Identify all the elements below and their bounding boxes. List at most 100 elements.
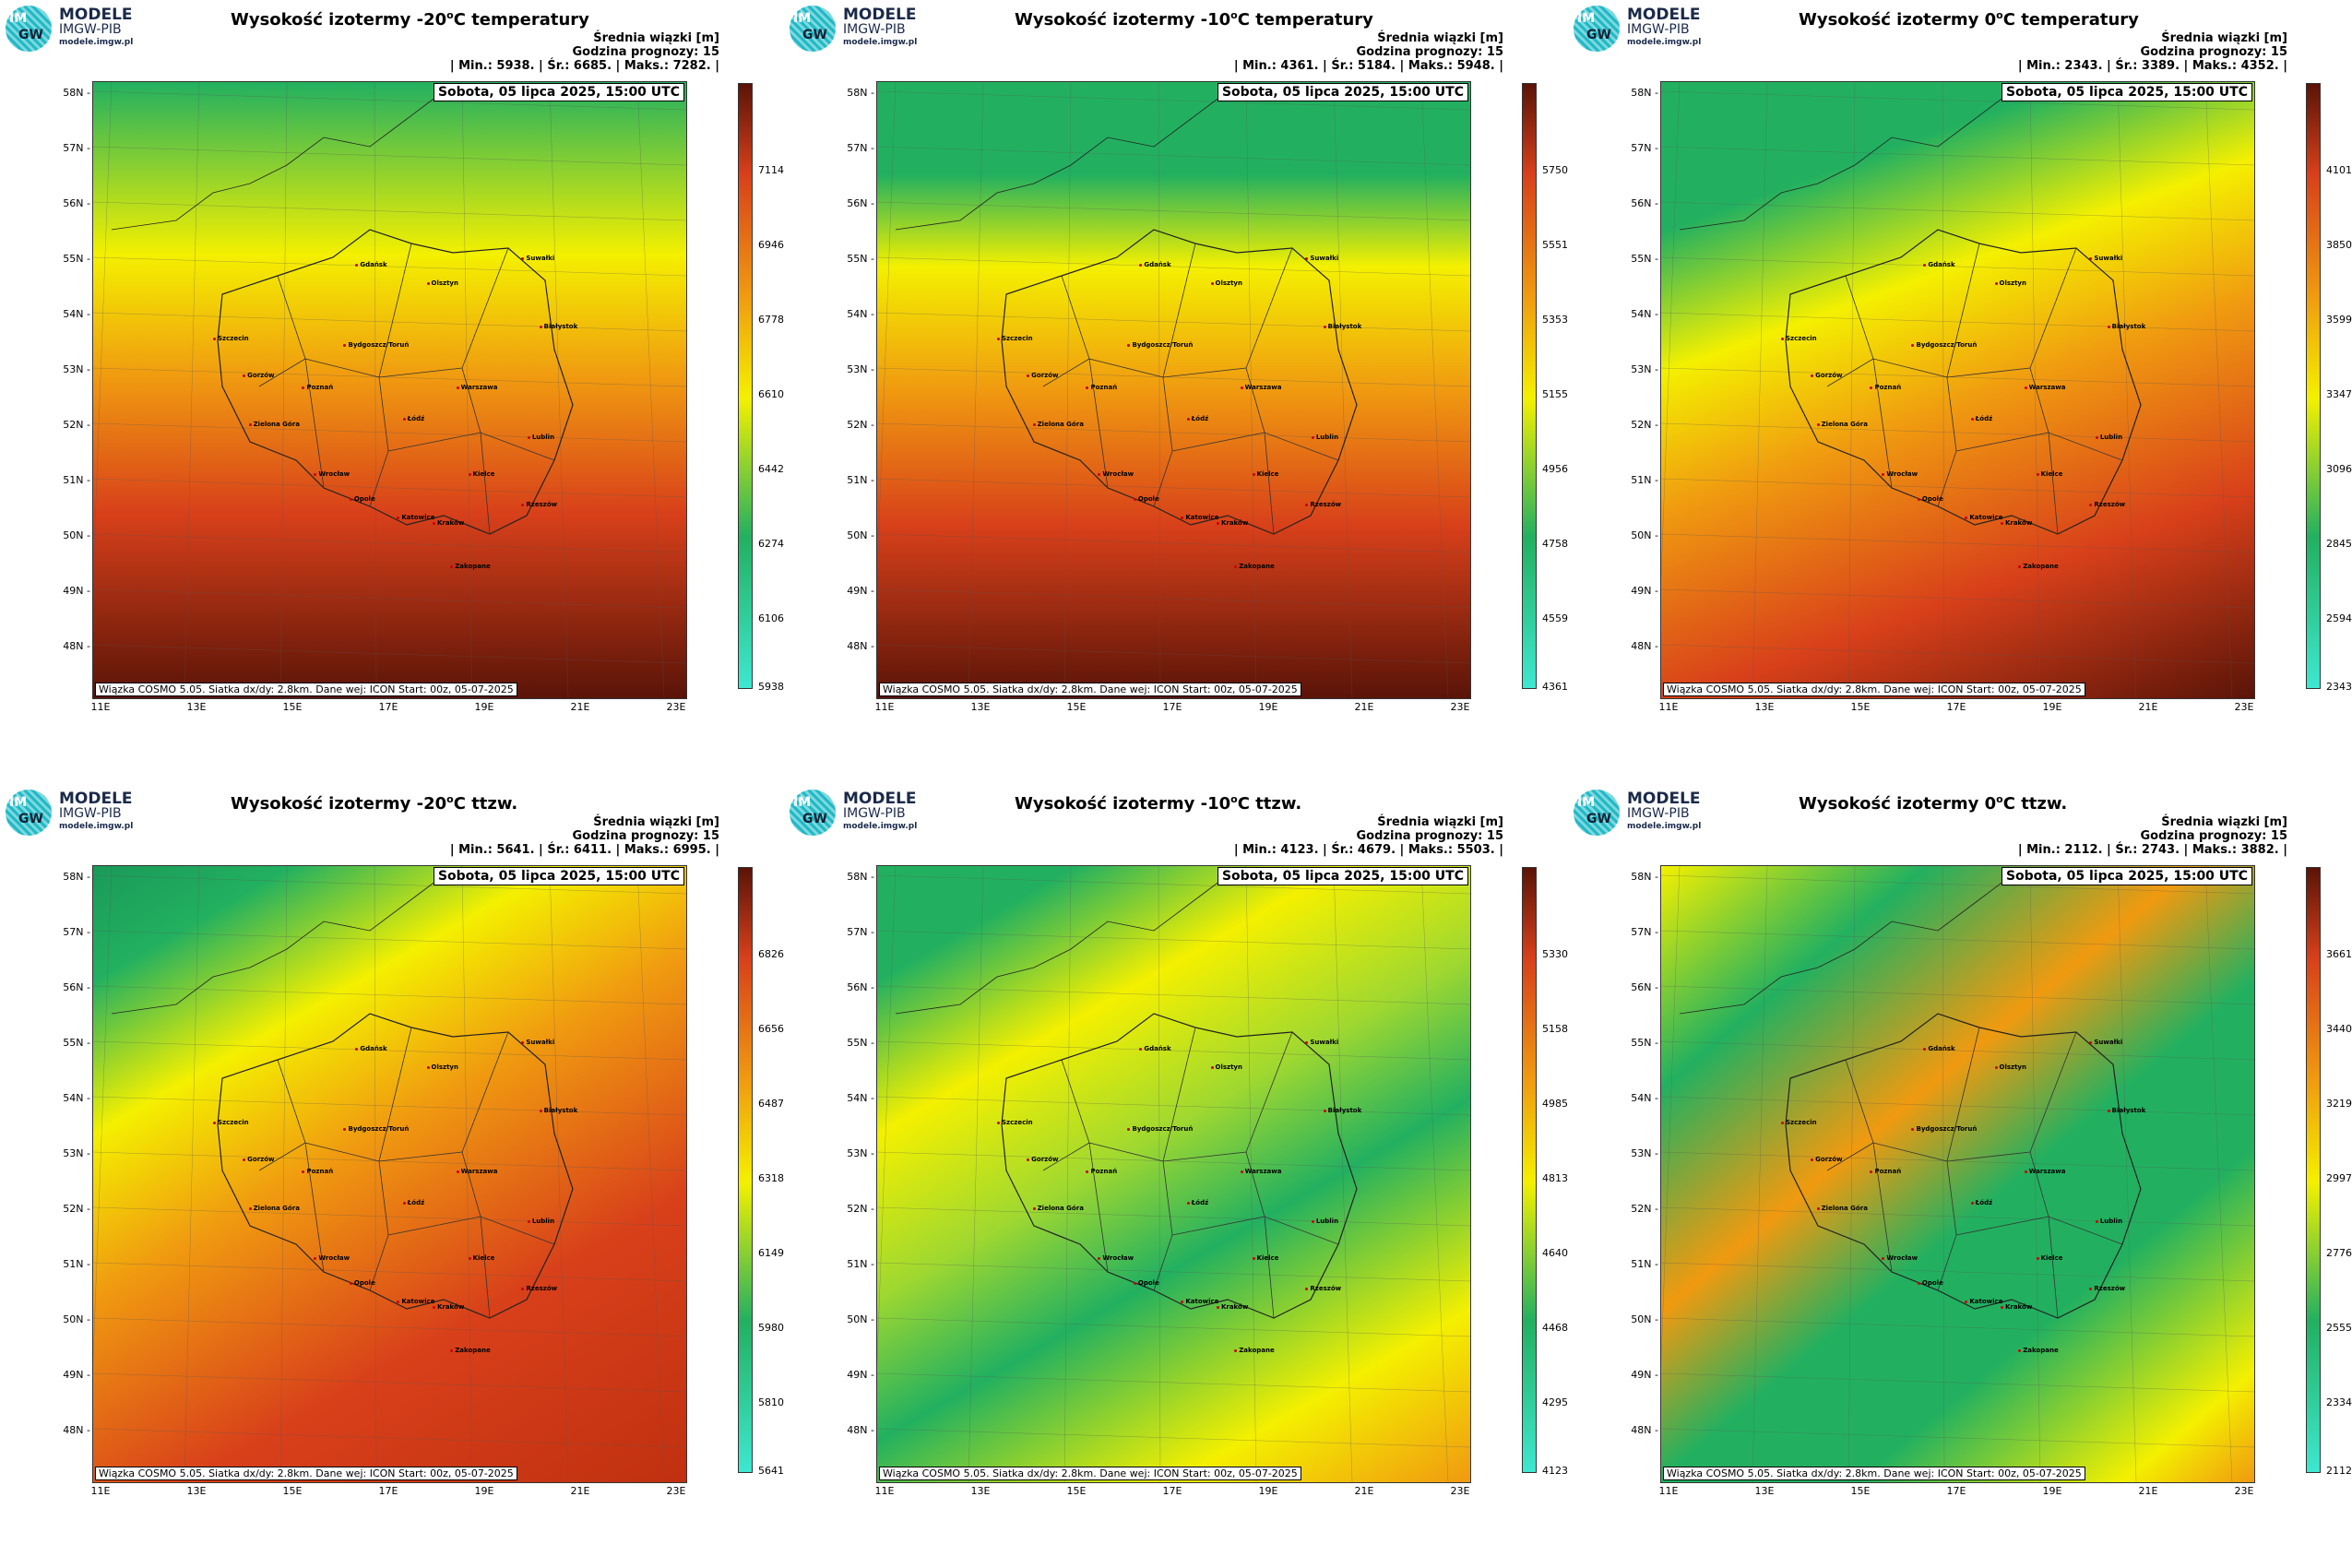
valid-date: Sobota, 05 lipca 2025, 15:00 UTC (1217, 867, 1468, 885)
map-area: Gdańsk Olsztyn Suwałki Szczecin Białystok Byd… (92, 865, 687, 1483)
lat-label: 48N - (847, 640, 874, 652)
lat-label: 53N - (847, 1147, 874, 1159)
colorbar-label: 4559 (1542, 612, 1568, 624)
city-label: Lublin (2095, 1217, 2123, 1225)
colorbar-label: 5155 (1542, 388, 1568, 400)
city-label: Zielona Góra (1032, 421, 1084, 429)
colorbar-label: 6149 (758, 1247, 784, 1259)
city-label: Łódź (1970, 414, 1993, 422)
city-label: Lublin (1311, 1217, 1339, 1225)
graticule-lon (461, 82, 473, 698)
lat-label: 50N - (847, 529, 874, 541)
region-border (1872, 358, 1893, 489)
city-label: Olsztyn (1994, 279, 2026, 287)
logo-url: modele.imgw.pl (843, 38, 918, 47)
graticule-lat (877, 1206, 1470, 1227)
lat-label: 58N - (847, 87, 874, 99)
graticule-lon (1063, 866, 1072, 1482)
lat-label: 51N - (63, 474, 90, 486)
lat-label: 52N - (847, 1203, 874, 1215)
graticule-lon (877, 82, 897, 580)
graticule-lat (1661, 533, 2254, 553)
model-footnote: Wiązka COSMO 5.05. Siatka dx/dy: 2.8km. … (95, 1467, 517, 1480)
title-suffix: C temperatury (1237, 10, 1373, 30)
lon-label: 15E (1850, 701, 1871, 713)
stats-header: Średnia wiązki [m] (2161, 31, 2287, 45)
city-label: Rzeszów (521, 501, 558, 509)
city-label: Rzeszów (521, 1285, 558, 1293)
city-label: Rzeszów (2089, 501, 2126, 509)
graticule-lat (93, 1096, 686, 1116)
region-border (258, 358, 306, 387)
graticule-lat (1661, 478, 2254, 498)
city-label: Białystok (1323, 322, 1362, 330)
valid-date: Sobota, 05 lipca 2025, 15:00 UTC (433, 83, 684, 101)
graticule-lat (93, 201, 686, 221)
city-label: Gdańsk (1139, 260, 1171, 268)
stats-block: Średnia wiązki [m] Godzina prognozy: 15 | … (1234, 31, 1503, 73)
city-label: Zielona Góra (248, 421, 300, 429)
logo-globe-icon (6, 790, 52, 836)
region-border (1955, 432, 2059, 535)
region-border (304, 358, 325, 489)
graticule-lat (877, 1317, 1470, 1337)
colorbar-label: 4758 (1542, 538, 1568, 550)
logo-mark-bottom: GW (802, 812, 827, 826)
map-area: Gdańsk Olsztyn Suwałki Szczecin Białystok Byd… (876, 81, 1471, 699)
lat-label: 52N - (1631, 1203, 1658, 1215)
city-label: Gorzów (1811, 1155, 1843, 1163)
region-border (369, 376, 389, 507)
lat-label: 50N - (847, 1313, 874, 1325)
model-footnote: Wiązka COSMO 5.05. Siatka dx/dy: 2.8km. … (1663, 683, 2085, 696)
model-footnote: Wiązka COSMO 5.05. Siatka dx/dy: 2.8km. … (879, 1467, 1301, 1480)
city-label: Suwałki (521, 255, 555, 263)
lon-label: 19E (1258, 701, 1278, 713)
colorbar-label: 2334 (2326, 1396, 2352, 1408)
graticule-lat (93, 874, 686, 895)
logo-subtitle: IMGW-PIB (59, 806, 122, 821)
lon-label: 11E (1658, 701, 1679, 713)
lat-label: 56N - (63, 197, 90, 209)
forecast-hour: Godzina prognozy: 15 (2140, 45, 2287, 59)
city-label: Szczecin (997, 1118, 1033, 1126)
lat-label: 58N - (1631, 871, 1658, 883)
region-border (378, 247, 509, 378)
graticule-lon (1245, 866, 1257, 1482)
city-label: Rzeszów (1305, 501, 1342, 509)
stats-line: | Min.: 2112. | Śr.: 2743. | Maks.: 3882… (2017, 843, 2287, 857)
logo-globe-icon (790, 6, 836, 52)
colorbar-label: 5750 (1542, 164, 1568, 176)
city-label: Opole (1917, 494, 1943, 503)
graticule-lat (877, 90, 1470, 111)
map-area: Gdańsk Olsztyn Suwałki Szczecin Białystok Byd… (876, 865, 1471, 1483)
map-panel: IM GW MODELE IMGW-PIB modele.imgw.pl Wysokość… (1568, 784, 2352, 1568)
region-border (1061, 1027, 1196, 1162)
city-label: Suwałki (1305, 255, 1339, 263)
region-border (1162, 247, 1293, 378)
city-label: Łódź (1970, 1198, 1993, 1206)
city-label: Warszawa (1240, 1168, 1282, 1176)
graticule-lon (968, 82, 984, 698)
city-label: Kraków (1216, 519, 1249, 528)
city-label: Rzeszów (1305, 1285, 1342, 1293)
city-label: Lublin (2095, 433, 2123, 441)
graticule-lat (93, 533, 686, 553)
graticule-lat (93, 588, 686, 609)
lon-label: 17E (1162, 701, 1182, 713)
city-label: Bydgoszcz/Toruń (1911, 340, 1978, 349)
city-label: Katowice (1965, 513, 2003, 521)
colorbar (1522, 83, 1537, 689)
city-label: Poznań (1870, 384, 1902, 392)
graticule-lon (1158, 866, 1161, 1482)
title-text: Wysokość izotermy -20 (231, 794, 447, 814)
city-label: Łódź (402, 1198, 425, 1206)
forecast-hour: Godzina prognozy: 15 (1356, 45, 1503, 59)
city-label: Kielce (468, 469, 495, 478)
region-border (1061, 243, 1196, 378)
stats-header: Średnia wiązki [m] (1377, 815, 1503, 829)
lon-label: 17E (378, 1485, 398, 1497)
title-degree: o (446, 9, 454, 21)
colorbar-label: 3661 (2326, 948, 2352, 960)
lon-label: 17E (1946, 701, 1966, 713)
city-label: Kielce (2036, 1253, 2063, 1262)
